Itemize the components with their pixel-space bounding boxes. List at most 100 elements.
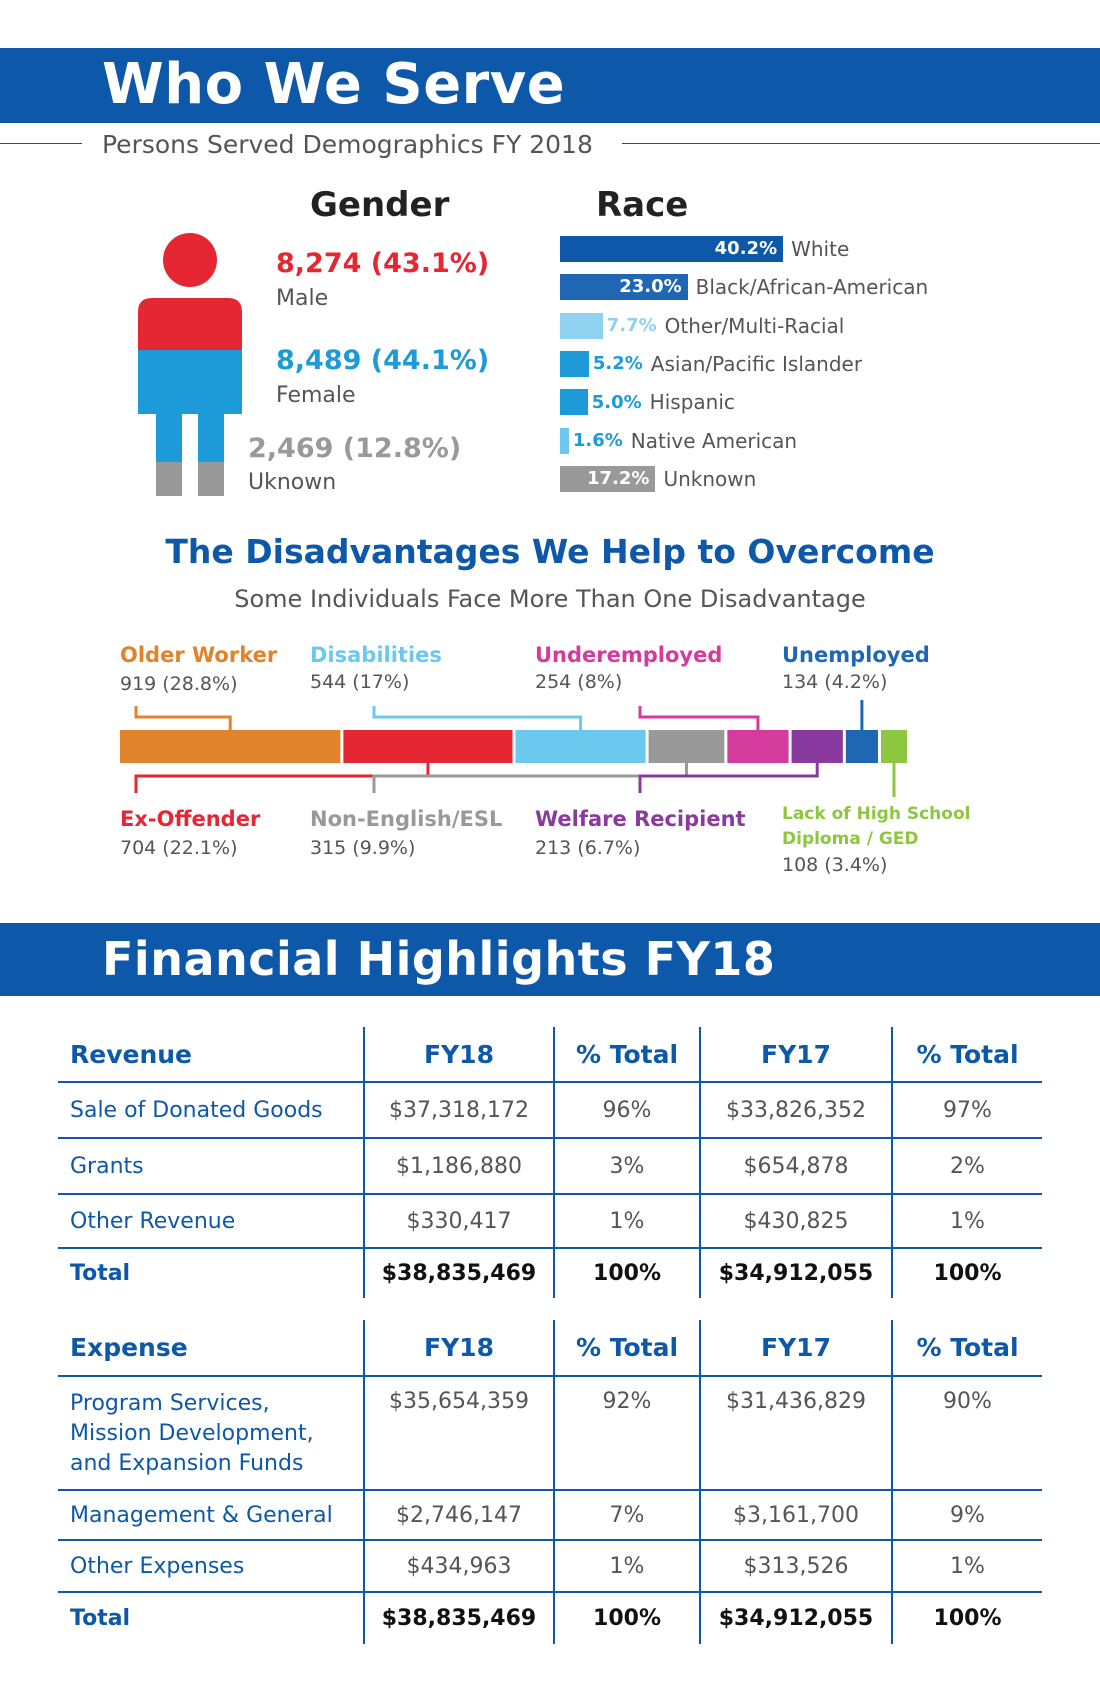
race-category-label: Other/Multi-Racial bbox=[664, 313, 845, 338]
race-row: 1.6% Native American bbox=[560, 427, 797, 454]
disadvantage-segment bbox=[845, 730, 878, 763]
revenue-header-row: Revenue FY18 % Total FY17 % Total bbox=[58, 1027, 1042, 1083]
disadvantages-chart bbox=[120, 700, 907, 797]
fy18-value: $1,186,880 bbox=[363, 1138, 554, 1195]
fy17-pct: 9% bbox=[891, 1490, 1042, 1541]
fy17-pct: 1% bbox=[891, 1540, 1042, 1593]
leader-line bbox=[372, 763, 688, 793]
row-label: Other Revenue bbox=[58, 1194, 364, 1249]
subtitle-rule-right bbox=[622, 143, 1100, 144]
label-underemployed: Underemployed bbox=[535, 643, 723, 667]
race-bar: 23.0% bbox=[560, 274, 688, 301]
disadvantages-subtitle: Some Individuals Face More Than One Disa… bbox=[234, 585, 866, 613]
total-fy18-pct: 100% bbox=[553, 1592, 700, 1644]
race-category-label: Unknown bbox=[663, 466, 757, 491]
value-non-english: 315 (9.9%) bbox=[310, 837, 416, 859]
table-row: Management & General $2,746,147 7% $3,16… bbox=[58, 1490, 1042, 1541]
race-pct-label: 5.0% bbox=[591, 391, 642, 413]
total-row: Total $38,835,469 100% $34,912,055 100% bbox=[58, 1248, 1042, 1298]
financial-title: Financial Highlights FY18 bbox=[102, 932, 776, 986]
total-row: Total $38,835,469 100% $34,912,055 100% bbox=[58, 1592, 1042, 1644]
race-category-label: Black/African-American bbox=[695, 275, 929, 300]
leader-line bbox=[638, 763, 819, 793]
disadvantage-segment bbox=[120, 730, 341, 763]
person-icon bbox=[138, 233, 242, 496]
fy18-value: $35,654,359 bbox=[363, 1376, 554, 1491]
fy17-value: $3,161,700 bbox=[699, 1490, 892, 1541]
race-pct-label: 1.6% bbox=[572, 430, 623, 451]
total-label: Total bbox=[70, 1261, 131, 1286]
race-bar bbox=[560, 312, 603, 339]
race-bar bbox=[560, 350, 589, 377]
page-title: Who We Serve bbox=[102, 52, 566, 117]
race-title: Race bbox=[596, 185, 689, 225]
fy17-pct: 1% bbox=[891, 1194, 1042, 1249]
value-ex-offender: 704 (22.1%) bbox=[120, 837, 238, 859]
fy18-value: $330,417 bbox=[363, 1194, 554, 1249]
value-unemployed: 134 (4.2%) bbox=[782, 671, 888, 693]
pct-total-header: % Total bbox=[553, 1320, 700, 1377]
label-disabilities: Disabilities bbox=[310, 643, 442, 667]
leader-line bbox=[134, 706, 232, 730]
value-welfare-recipient: 213 (6.7%) bbox=[535, 837, 641, 859]
disadvantage-segment bbox=[880, 730, 907, 763]
male-label: Male bbox=[276, 286, 329, 311]
race-row: 5.2% Asian/Pacific Islander bbox=[560, 350, 863, 377]
row-label: Program Services, Mission Development, a… bbox=[58, 1376, 364, 1491]
race-bar bbox=[560, 427, 569, 454]
race-pct-label: 40.2% bbox=[714, 238, 778, 259]
unknown-fill bbox=[138, 462, 242, 496]
race-category-label: Asian/Pacific Islander bbox=[650, 351, 863, 376]
female-fill bbox=[138, 350, 242, 462]
fy18-pct: 7% bbox=[553, 1490, 700, 1541]
pct-total-header: % Total bbox=[553, 1027, 700, 1083]
fy17-value: $31,436,829 bbox=[699, 1376, 892, 1491]
label-unemployed: Unemployed bbox=[782, 643, 930, 667]
fy18-pct: 1% bbox=[553, 1194, 700, 1249]
label-lack-of-high-school-1: Lack of High School bbox=[782, 804, 971, 824]
fy18-pct: 3% bbox=[553, 1138, 700, 1195]
disadvantage-segment bbox=[727, 730, 789, 763]
fy18-value: $434,963 bbox=[363, 1540, 554, 1593]
total-fy17-pct: 100% bbox=[891, 1592, 1042, 1644]
fy17-pct: 97% bbox=[891, 1082, 1042, 1139]
expense-table: Expense FY18 % Total FY17 % Total Progra… bbox=[58, 1320, 1042, 1644]
row-label: Other Expenses bbox=[58, 1540, 364, 1593]
label-older-worker: Older Worker bbox=[120, 643, 278, 667]
leader-line bbox=[372, 706, 583, 730]
disadvantage-segment bbox=[791, 730, 843, 763]
female-value: 8,489 (44.1%) bbox=[276, 345, 490, 376]
disadvantage-segment bbox=[343, 730, 513, 763]
fy18-pct: 96% bbox=[553, 1082, 700, 1139]
fy17-value: $33,826,352 bbox=[699, 1082, 892, 1139]
unknown-label: Uknown bbox=[248, 470, 337, 495]
table-row: Sale of Donated Goods $37,318,172 96% $3… bbox=[58, 1082, 1042, 1139]
race-category-label: White bbox=[791, 237, 850, 261]
race-bar: 17.2% bbox=[560, 465, 656, 492]
mission-development-line: Mission Development, bbox=[70, 1421, 314, 1446]
leader-line bbox=[134, 763, 430, 793]
fy17-value: $430,825 bbox=[699, 1194, 892, 1249]
race-bar: 40.2% bbox=[560, 236, 784, 262]
fy17-pct: 90% bbox=[891, 1376, 1042, 1491]
total-fy17: $34,912,055 bbox=[699, 1248, 892, 1298]
total-fy18: $38,835,469 bbox=[363, 1592, 554, 1644]
race-row: 5.0% Hispanic bbox=[560, 389, 735, 416]
fy17-header: FY17 bbox=[699, 1320, 892, 1377]
fy18-header: FY18 bbox=[363, 1027, 554, 1083]
fy18-value: $2,746,147 bbox=[363, 1490, 554, 1541]
program-services-line: Program Services, bbox=[70, 1391, 270, 1416]
fy18-value: $37,318,172 bbox=[363, 1082, 554, 1139]
race-row: 23.0% Black/African-American bbox=[560, 274, 929, 301]
fy18-header: FY18 bbox=[363, 1320, 554, 1377]
expansion-funds-line: and Expansion Funds bbox=[70, 1451, 304, 1476]
row-label: Grants bbox=[58, 1138, 364, 1195]
revenue-header: Revenue bbox=[58, 1027, 364, 1083]
race-pct-label: 23.0% bbox=[619, 276, 682, 298]
total-fy18: $38,835,469 bbox=[363, 1248, 554, 1298]
total-fy17-pct: 100% bbox=[891, 1248, 1042, 1298]
race-pct-label: 5.2% bbox=[592, 353, 643, 375]
disadvantage-segment bbox=[515, 730, 646, 763]
subtitle-rule-left bbox=[0, 143, 82, 144]
label-welfare-recipient: Welfare Recipient bbox=[535, 807, 746, 831]
